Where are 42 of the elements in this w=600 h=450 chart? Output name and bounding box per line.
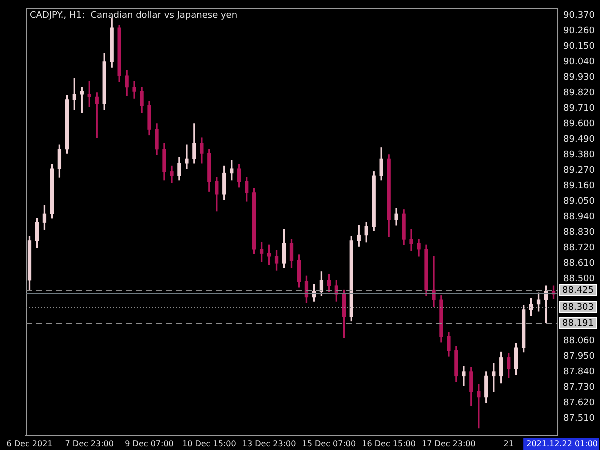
y-tick-label: 89.820 xyxy=(564,88,596,98)
x-tick-label: 21 xyxy=(504,439,514,448)
y-tick-label: 88.610 xyxy=(564,258,596,269)
y-tick-label: 87.510 xyxy=(564,414,596,424)
y-tick-label: 87.950 xyxy=(564,352,596,362)
x-tick-label: 16 Dec 15:00 xyxy=(362,439,416,448)
y-tick-label: 89.380 xyxy=(564,150,596,160)
candlestick xyxy=(462,366,466,386)
y-tick-label: 89.490 xyxy=(564,134,596,145)
y-tick-label: 88.830 xyxy=(564,228,596,238)
y-tick-label: 90.150 xyxy=(564,42,596,52)
ref-line-label: 88.303 xyxy=(562,302,594,313)
text: 2021.12.22 01:00 xyxy=(526,439,598,448)
y-tick-label: 87.620 xyxy=(564,398,596,408)
x-tick-label: 7 Dec 23:00 xyxy=(65,439,114,448)
candlestick xyxy=(185,144,189,170)
y-tick-label: 89.270 xyxy=(564,166,596,176)
candlestick xyxy=(432,256,436,308)
x-tick-label: 15 Dec 07:00 xyxy=(302,439,356,448)
y-tick-label: 88.720 xyxy=(564,243,596,254)
chart-title: CADJPY., H1: Canadian dollar vs Japanese yen xyxy=(30,11,238,22)
y-tick-label: 89.050 xyxy=(564,196,596,207)
y-tick-label: 89.160 xyxy=(564,181,596,192)
y-tick-label: 87.840 xyxy=(564,367,596,378)
y-tick-label: 89.930 xyxy=(564,72,596,83)
x-tick-label: 17 Dec 23:00 xyxy=(422,439,476,448)
y-tick-label: 90.370 xyxy=(564,10,596,21)
y-tick-label: 87.730 xyxy=(564,382,596,393)
y-tick-label: 89.600 xyxy=(564,119,596,130)
ref-line-label: 88.425 xyxy=(562,286,594,296)
y-tick-label: 90.040 xyxy=(564,57,596,68)
x-tick-label: 13 Dec 23:00 xyxy=(242,439,296,448)
x-tick-label: 6 Dec 2021 xyxy=(6,439,53,448)
candlestick xyxy=(410,229,414,252)
y-tick-label: 88.940 xyxy=(564,212,596,222)
y-tick-label: 89.710 xyxy=(564,104,596,114)
x-tick-label: 10 Dec 15:00 xyxy=(182,439,236,448)
y-tick-label: 88.500 xyxy=(564,274,596,284)
ref-line-label: 88.191 xyxy=(562,318,594,329)
x-tick-label: 9 Dec 07:00 xyxy=(125,439,174,448)
y-tick-label: 90.260 xyxy=(564,26,596,36)
y-tick-label: 88.060 xyxy=(564,336,596,346)
